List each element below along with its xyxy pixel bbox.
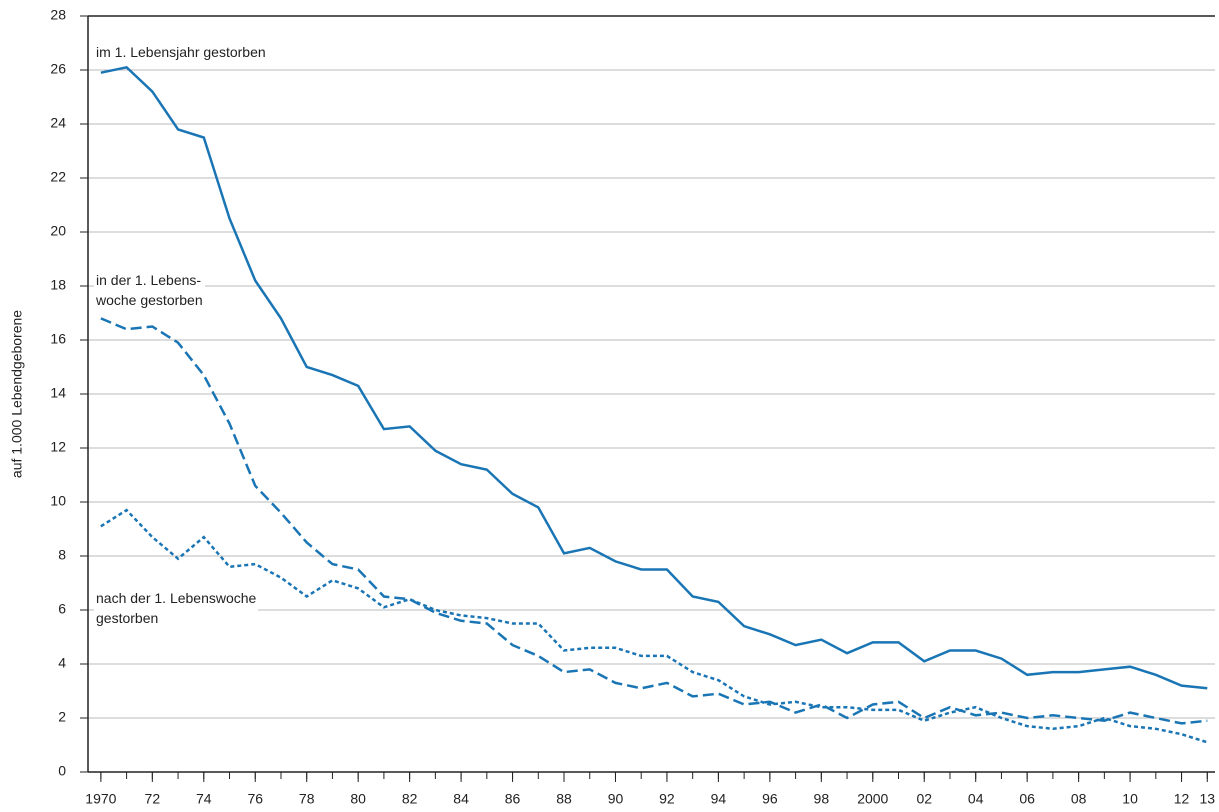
y-tick-label: 22 [50,169,66,185]
series-line [100,508,1208,744]
x-tick-label: 72 [145,791,161,807]
series-label: im 1. Lebensjahr gestorben [94,42,268,62]
series-line [100,317,1208,725]
x-tick-label: 02 [916,791,932,807]
x-tick-label: 08 [1071,791,1087,807]
series-line [100,65,1208,690]
x-tick-label: 74 [196,791,212,807]
x-tick-label: 04 [968,791,984,807]
y-tick-label: 16 [50,331,66,347]
y-tick-label: 0 [58,763,66,779]
x-tick-label: 88 [556,791,572,807]
x-tick-label: 12 [1174,791,1190,807]
y-tick-label: 12 [50,439,66,455]
x-tick-label: 76 [247,791,263,807]
y-axis-label: auf 1.000 Lebendgeborene [9,310,25,478]
y-tick-label: 28 [50,7,66,23]
y-tick-label: 26 [50,61,66,77]
x-tick-label: 96 [762,791,778,807]
x-tick-label: 90 [608,791,624,807]
series-label: nach der 1. Lebenswoche gestorben [94,588,259,628]
y-tick-label: 24 [50,115,66,131]
x-tick-label: 84 [453,791,469,807]
series-label: in der 1. Lebens- woche gestorben [94,270,205,310]
x-tick-label: 13 [1199,791,1215,807]
x-tick-label: 94 [711,791,727,807]
y-tick-label: 18 [50,277,66,293]
y-tick-label: 20 [50,223,66,239]
x-tick-label: 86 [505,791,521,807]
y-tick-label: 4 [58,655,66,671]
y-tick-label: 8 [58,547,66,563]
x-tick-label: 06 [1019,791,1035,807]
y-tick-label: 6 [58,601,66,617]
x-tick-label: 10 [1122,791,1138,807]
x-tick-label: 1970 [85,791,116,807]
x-tick-label: 82 [402,791,418,807]
y-tick-label: 14 [50,385,66,401]
y-tick-label: 2 [58,709,66,725]
x-tick-label: 98 [814,791,830,807]
x-tick-label: 80 [350,791,366,807]
y-tick-label: 10 [50,493,66,509]
x-tick-label: 2000 [857,791,888,807]
x-tick-label: 92 [659,791,675,807]
x-tick-label: 78 [299,791,315,807]
